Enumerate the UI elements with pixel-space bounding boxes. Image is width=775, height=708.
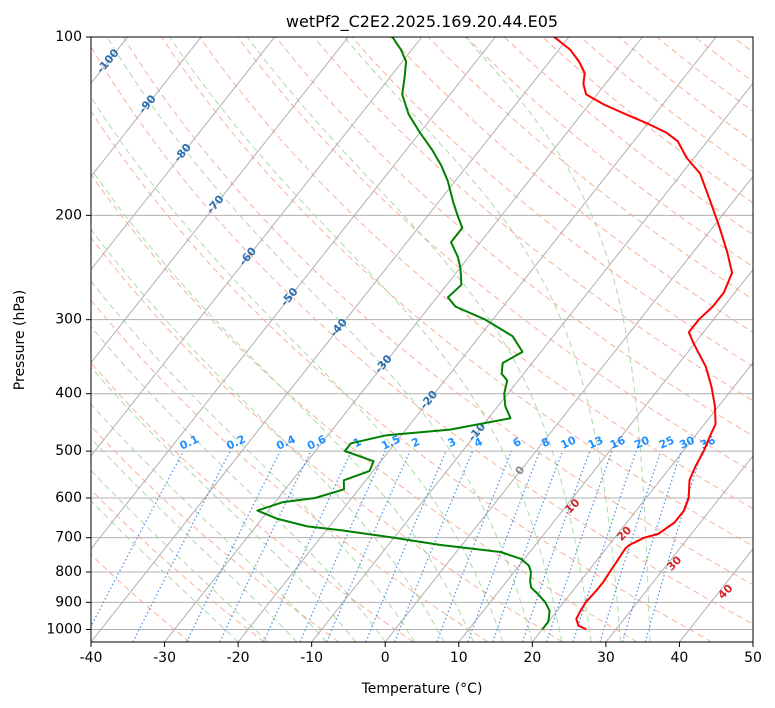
- mixing-ratio-line: [394, 450, 474, 642]
- mixing-ratio-label: 25: [657, 434, 676, 452]
- isotherm: [531, 361, 753, 642]
- isotherm: [384, 175, 753, 642]
- x-tick-label: 0: [381, 650, 390, 666]
- x-tick-label: 20: [523, 650, 541, 666]
- dry-adiabat: [91, 553, 191, 642]
- dry-adiabat: [351, 37, 753, 367]
- moist-adiabat: [246, 37, 592, 642]
- moist-adiabat: [91, 96, 504, 642]
- mixing-ratio-line: [186, 450, 281, 642]
- y-tick-label: 1000: [46, 621, 82, 637]
- dry-adiabat: [275, 37, 753, 437]
- moist-adiabat: [91, 228, 445, 642]
- x-tick-label: 50: [744, 650, 762, 666]
- y-tick-label: 600: [55, 490, 82, 506]
- mixing-ratio-line: [492, 450, 564, 642]
- y-axis-label: Pressure (hPa): [12, 290, 28, 390]
- y-tick-label: 700: [55, 530, 82, 546]
- y-tick-label: 200: [55, 207, 82, 223]
- y-axis: 1000 900 800 700 600 500 400 300 200 100: [46, 29, 91, 637]
- dry-adiabat: [122, 37, 753, 586]
- y-tick-label: 400: [55, 386, 82, 402]
- dry-adiabat: [91, 299, 489, 642]
- moist-adiabat: [91, 437, 298, 642]
- moist-adiabat: [91, 325, 386, 642]
- moist-adiabat: [91, 280, 416, 642]
- moist-adiabat: [91, 469, 268, 642]
- mixing-ratio-line: [436, 450, 512, 642]
- x-tick-label: 40: [671, 650, 689, 666]
- dry-adiabat: [91, 110, 713, 642]
- temperature-profile: [553, 37, 734, 631]
- moist-adiabat: [91, 168, 474, 642]
- moist-adiabat: [343, 37, 622, 642]
- x-tick-label: -10: [300, 650, 323, 666]
- plot-area: [91, 37, 753, 642]
- mixing-ratio-line: [299, 450, 386, 642]
- x-tick-label: -30: [153, 650, 176, 666]
- dry-adiabat: [199, 37, 753, 510]
- y-tick-label: 300: [55, 312, 82, 328]
- isotherm: [237, 37, 717, 642]
- mixing-ratio-line: [326, 450, 411, 642]
- y-tick-label: 800: [55, 564, 82, 580]
- moist-adiabat: [106, 37, 533, 642]
- dry-adiabat: [91, 173, 638, 642]
- y-tick-label: 500: [55, 443, 82, 459]
- dry-adiabat: [313, 37, 753, 402]
- dry-adiabat: [91, 425, 340, 642]
- profiles: [256, 37, 734, 631]
- mixing-ratio-line: [546, 450, 613, 642]
- chart-title: wetPf2_C2E2.2025.169.20.44.E05: [286, 12, 558, 32]
- mixing-ratio-line: [365, 450, 447, 642]
- moist-adiabat: [464, 37, 651, 642]
- mixing-ratio-line: [521, 450, 591, 642]
- isotherm: [311, 82, 753, 642]
- background-lines: [91, 37, 753, 642]
- isotherm: [91, 37, 423, 457]
- dewpoint-profile: [256, 37, 551, 631]
- moist-adiabat: [91, 500, 239, 642]
- dry-adiabat: [91, 45, 753, 625]
- mixing-ratio-line: [572, 450, 637, 642]
- isotherm: [605, 454, 753, 642]
- mixing-ratio-label: 30: [677, 433, 697, 451]
- x-tick-label: 10: [450, 650, 468, 666]
- isotherm: [458, 268, 753, 642]
- mixing-ratio-line: [622, 450, 682, 642]
- isotherm: [91, 37, 276, 271]
- dry-adiabat: [91, 236, 563, 642]
- y-tick-label: 900: [55, 594, 82, 610]
- isotherm: [91, 37, 570, 642]
- x-axis-label: Temperature (°C): [361, 681, 483, 697]
- isotherm: [91, 37, 349, 364]
- isotherm: [91, 37, 202, 178]
- mixing-ratio-line: [644, 450, 703, 642]
- moist-adiabat: [91, 366, 357, 642]
- mixing-ratio-line: [599, 450, 662, 642]
- x-axis: -40 -30 -20 -10 0 10 20 30 40 50: [80, 642, 762, 666]
- dry-adiabat: [160, 37, 753, 547]
- mixing-ratio-line: [91, 450, 184, 628]
- isotherm: [91, 37, 496, 550]
- mixing-ratio-label: 13: [586, 434, 605, 452]
- mixing-ratio-line: [467, 450, 541, 642]
- plot-frame: [90, 36, 754, 643]
- mixing-ratio-label: 16: [608, 433, 628, 451]
- y-tick-label: 100: [55, 29, 82, 45]
- x-tick-label: -40: [80, 650, 103, 666]
- moist-adiabat: [169, 37, 563, 642]
- isotherm: [164, 37, 643, 642]
- mixing-ratio-line: [132, 450, 231, 642]
- mixing-ratio-label: 20: [632, 433, 652, 451]
- mixing-ratio-label: 10: [559, 433, 579, 451]
- x-tick-label: -20: [227, 650, 250, 666]
- x-tick-label: 30: [597, 650, 615, 666]
